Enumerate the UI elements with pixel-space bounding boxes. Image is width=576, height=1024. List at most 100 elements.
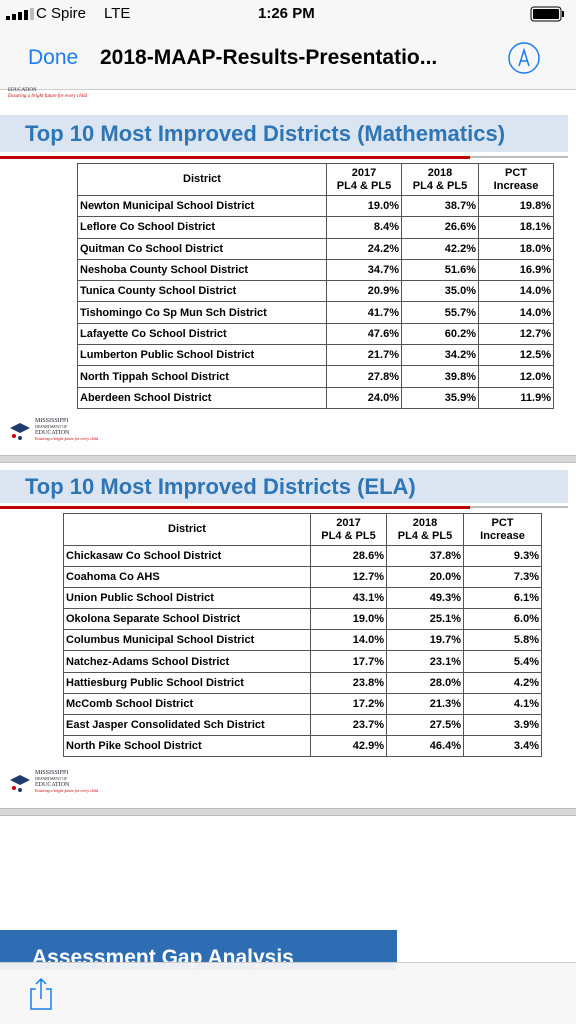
- header-text: Increase: [480, 529, 525, 542]
- slide-title: Top 10 Most Improved Districts (ELA): [25, 473, 416, 499]
- value-cell: 12.0%: [478, 365, 554, 388]
- value-cell: 17.7%: [310, 650, 387, 673]
- table-row: Okolona Separate School District 19.0% 25.…: [63, 608, 542, 631]
- value-cell: 49.3%: [386, 587, 464, 610]
- district-cell: Natchez-Adams School District: [63, 650, 311, 673]
- logo-tagline: Ensuring a bright future for every child: [35, 788, 99, 793]
- value-cell: 23.1%: [386, 650, 464, 673]
- header-text: District: [183, 173, 221, 185]
- district-cell: Hattiesburg Public School District: [63, 671, 311, 694]
- status-bar: C Spire LTE 1:26 PM: [0, 0, 576, 28]
- value-cell: 42.2%: [401, 237, 479, 260]
- header-cell: 2017 PL4 & PL5: [326, 163, 402, 196]
- logo-text: EDUCATION: [35, 782, 70, 788]
- header-text: PL4 & PL5: [321, 529, 376, 542]
- value-cell: 19.8%: [478, 194, 554, 218]
- value-cell: 18.0%: [478, 237, 554, 260]
- table-row: East Jasper Consolidated Sch District 23.…: [63, 713, 542, 736]
- value-cell: 21.3%: [386, 692, 464, 715]
- page-separator: [0, 455, 576, 463]
- district-cell: Lumberton Public School District: [77, 344, 327, 367]
- value-cell: 17.2%: [310, 692, 387, 715]
- slide-title-band: Top 10 Most Improved Districts (ELA): [0, 470, 568, 503]
- value-cell: 24.0%: [326, 386, 402, 409]
- header-cell: 2017 PL4 & PL5: [310, 513, 387, 546]
- value-cell: 6.1%: [463, 587, 542, 610]
- value-cell: 23.7%: [310, 713, 387, 736]
- value-cell: 46.4%: [386, 734, 464, 757]
- table-row: Newton Municipal School District 19.0% 38.…: [77, 194, 554, 218]
- results-table: District 2017 PL4 & PL5 2018 PL4 & PL5 PCT Inc…: [63, 513, 542, 757]
- header-text: 2017: [336, 516, 361, 529]
- table-row: Aberdeen School District 24.0% 35.9% 11.9%: [77, 386, 554, 409]
- value-cell: 16.9%: [478, 258, 554, 282]
- value-cell: 24.2%: [326, 237, 402, 260]
- value-cell: 35.9%: [401, 386, 479, 409]
- value-cell: 14.0%: [478, 301, 554, 324]
- logo: EDUCATION Ensuring a bright future for ev…: [8, 88, 87, 100]
- value-cell: 34.2%: [401, 344, 479, 367]
- district-cell: Tunica County School District: [77, 280, 327, 303]
- header-row: District 2017 PL4 & PL5 2018 PL4 & PL5 PCT Inc…: [63, 513, 542, 546]
- value-cell: 60.2%: [401, 322, 479, 346]
- table-row: Tishomingo Co Sp Mun Sch District 41.7% 55…: [77, 301, 554, 324]
- district-cell: Lafayette Co School District: [77, 322, 327, 346]
- slide-title-band: Top 10 Most Improved Districts (Mathemat…: [0, 115, 568, 152]
- share-button[interactable]: [28, 977, 54, 1011]
- table-row: North Pike School District 42.9% 46.4% 3.4%: [63, 734, 542, 757]
- value-cell: 41.7%: [326, 301, 402, 324]
- value-cell: 25.1%: [386, 608, 464, 631]
- slide-title: Top 10 Most Improved Districts (Mathemat…: [25, 120, 506, 146]
- value-cell: 14.0%: [478, 280, 554, 303]
- value-cell: 20.9%: [326, 280, 402, 303]
- table-row: Leflore Co School District 8.4% 26.6% 18.1%: [77, 216, 554, 239]
- done-button[interactable]: Done: [28, 46, 79, 69]
- logo-tagline: Ensuring a bright future for every child: [35, 436, 99, 441]
- header-cell: PCT Increase: [478, 163, 554, 196]
- header-row: District 2017 PL4 & PL5 2018 PL4 & PL5 PCT Inc…: [77, 163, 554, 196]
- district-cell: East Jasper Consolidated Sch District: [63, 713, 311, 736]
- value-cell: 14.0%: [310, 629, 387, 652]
- header-text: PL4 & PL5: [336, 179, 392, 192]
- header-text: PL4 & PL5: [397, 529, 453, 542]
- header-cell: 2018 PL4 & PL5: [386, 513, 464, 546]
- network: LTE: [104, 5, 131, 22]
- value-cell: 3.4%: [463, 734, 542, 757]
- district-cell: Leflore Co School District: [77, 216, 327, 239]
- table-row: Natchez-Adams School District 17.7% 23.1% 5…: [63, 650, 542, 673]
- markup-button[interactable]: [508, 40, 540, 76]
- logo: MISSISSIPPI DEPARTMENT OF EDUCATION Ensurin…: [8, 770, 98, 794]
- district-cell: Coahoma Co AHS: [63, 566, 311, 589]
- logo-text-block: MISSISSIPPI DEPARTMENT OF EDUCATION Ensurin…: [35, 418, 98, 442]
- district-cell: McComb School District: [63, 692, 311, 715]
- value-cell: 23.8%: [310, 671, 387, 694]
- header-text: PCT: [505, 166, 527, 179]
- value-cell: 27.5%: [386, 713, 464, 736]
- document-title: 2018-MAAP-Results-Presentatio...: [100, 46, 438, 69]
- time: 1:26 PM: [258, 5, 315, 22]
- table-row: Quitman Co School District 24.2% 42.2% 18.0…: [77, 237, 554, 260]
- value-cell: 6.0%: [463, 608, 542, 631]
- value-cell: 8.4%: [326, 216, 402, 239]
- value-cell: 28.6%: [310, 544, 387, 568]
- value-cell: 7.3%: [463, 566, 542, 589]
- value-cell: 37.8%: [386, 544, 464, 568]
- value-cell: 51.6%: [401, 258, 479, 282]
- header-text: Increase: [493, 179, 539, 192]
- logo-icon: [10, 775, 30, 792]
- value-cell: 38.7%: [401, 194, 479, 218]
- toolbar: [0, 962, 576, 1024]
- value-cell: 19.0%: [310, 608, 387, 631]
- table-row: Chickasaw Co School District 28.6% 37.8% 9.…: [63, 544, 542, 568]
- rule: [470, 156, 568, 158]
- district-cell: North Pike School District: [63, 734, 311, 757]
- district-cell: North Tippah School District: [77, 365, 327, 388]
- value-cell: 27.8%: [326, 365, 402, 388]
- logo-text: DEPARTMENT OF: [35, 424, 68, 429]
- rule: [0, 506, 470, 509]
- logo-text: DEPARTMENT OF: [35, 776, 68, 781]
- table-row: McComb School District 17.2% 21.3% 4.1%: [63, 692, 542, 715]
- header-cell: 2018 PL4 & PL5: [401, 163, 479, 196]
- page-separator: [0, 808, 576, 816]
- logo-text: MISSISSIPPI: [35, 770, 69, 776]
